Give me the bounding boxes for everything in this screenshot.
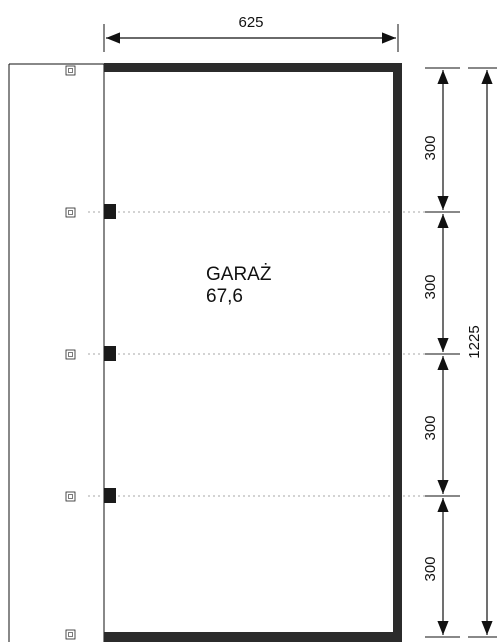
small-square-marker	[65, 349, 76, 360]
small-square-marker	[65, 629, 76, 640]
dimension-label-total: 1225	[466, 325, 483, 358]
wall-bottom	[104, 632, 402, 642]
small-square-marker	[65, 491, 76, 502]
total-dimension: 1225	[466, 67, 497, 638]
column	[104, 488, 116, 503]
room-name: GARAŻ	[206, 264, 272, 285]
small-square-marker	[65, 207, 76, 218]
top-dimension: 625	[103, 14, 399, 52]
room-area: 67,6	[206, 286, 243, 307]
column	[104, 204, 116, 219]
column	[104, 346, 116, 361]
dimension-label-segment: 300	[422, 415, 439, 440]
wall-right	[393, 63, 402, 642]
segment-dimensions: 300 300 300 300	[422, 67, 460, 638]
small-square-marker	[65, 65, 76, 76]
guide-lines	[88, 211, 445, 497]
left-markers	[65, 65, 76, 640]
wall-top	[104, 63, 402, 72]
dimension-label-segment: 300	[422, 135, 439, 160]
dimension-label-width: 625	[238, 14, 263, 31]
left-strip	[8, 63, 105, 642]
dimension-label-segment: 300	[422, 274, 439, 299]
garage-walls	[104, 63, 402, 642]
columns	[104, 204, 116, 503]
dimension-label-segment: 300	[422, 556, 439, 581]
room-label: GARAŻ 67,6	[206, 264, 272, 307]
